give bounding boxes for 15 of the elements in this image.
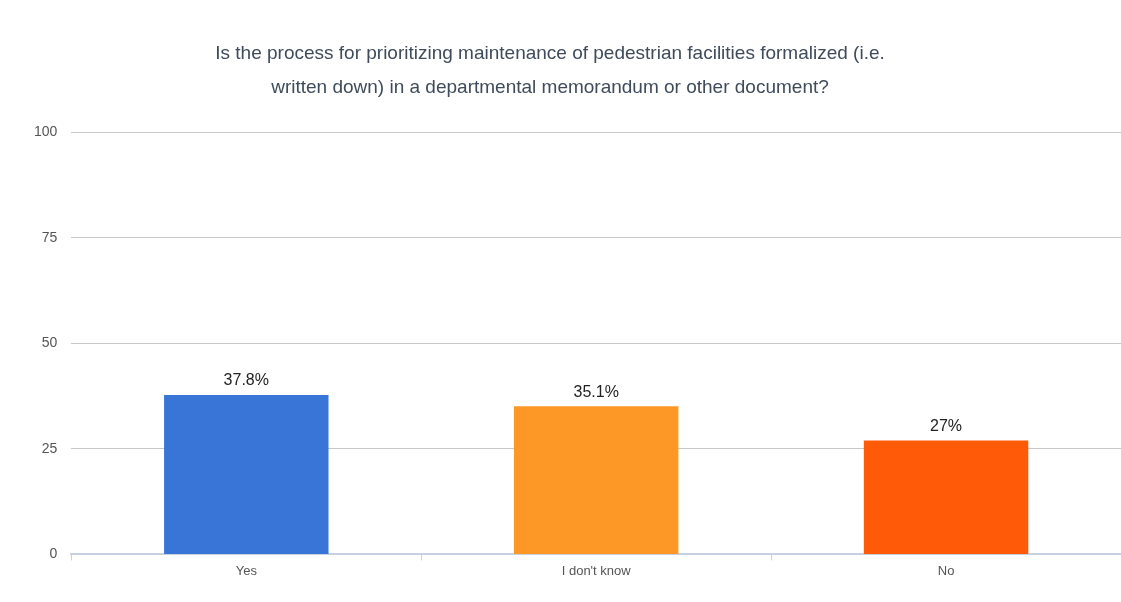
y-tick-label: 100 [34,123,58,140]
y-tick-label: 75 [41,228,58,245]
y-tick-label: 25 [41,439,58,456]
bar [513,406,679,554]
data-label: 35.1% [573,382,619,400]
data-label: 27% [930,416,963,434]
y-tick-label: 0 [49,545,58,562]
chart-title: Is the process for prioritizing maintenance of pedestrian facilities formalized (i.e. written down) in a departmental memorandum or other document? [214,41,886,99]
bar [164,394,329,554]
bar [863,440,1029,554]
x-tick-label: Yes [235,562,258,578]
data-label: 37.8% [223,371,269,389]
y-tick-label: 50 [41,334,58,351]
x-tick-label: No [937,562,955,578]
x-tick-label: I don't know [561,562,632,578]
